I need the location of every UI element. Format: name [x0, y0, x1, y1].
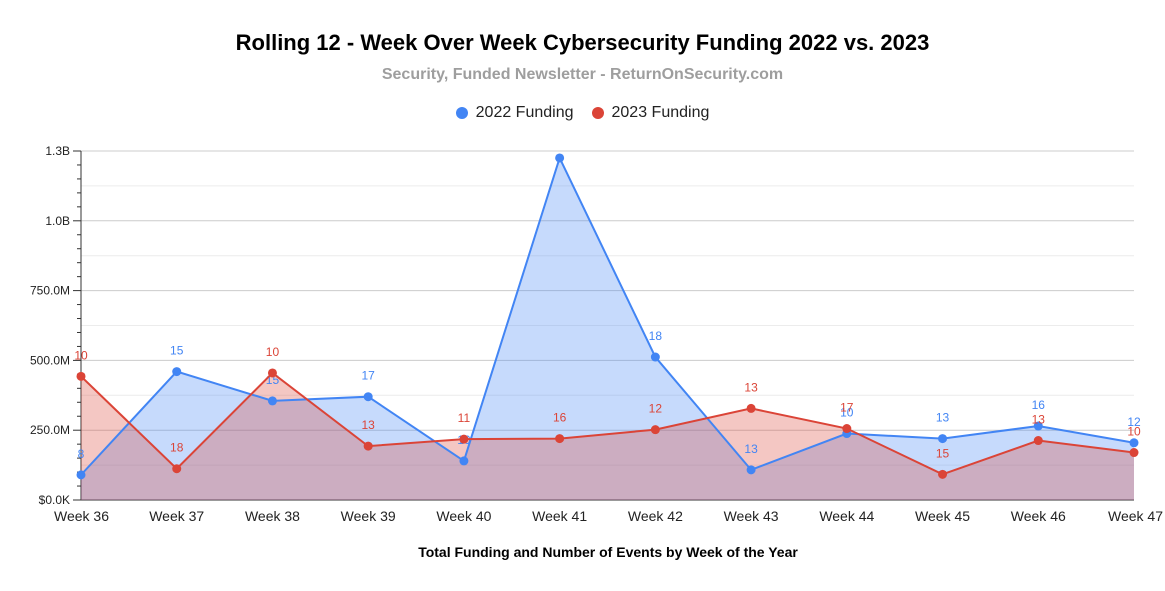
data-label: 13 — [1032, 413, 1046, 427]
legend-item-2022[interactable]: 2022 Funding — [455, 104, 574, 122]
data-point[interactable] — [650, 425, 660, 435]
x-tick-label: Week 45 — [915, 508, 970, 524]
data-label: 8 — [78, 447, 85, 461]
data-point[interactable] — [746, 403, 756, 413]
data-label: 11 — [458, 411, 471, 425]
data-point[interactable] — [1129, 448, 1139, 458]
y-tick-label: 1.0B — [45, 214, 70, 228]
data-point[interactable] — [172, 464, 182, 474]
chart-title: Rolling 12 - Week Over Week Cybersecurit… — [235, 30, 930, 55]
data-point[interactable] — [76, 371, 86, 381]
data-label: 13 — [936, 411, 950, 425]
chart-legend: 2022 Funding 2023 Funding — [0, 104, 1165, 122]
data-point[interactable] — [650, 352, 660, 362]
data-label: 10 — [1127, 425, 1141, 439]
data-label: 15 — [936, 446, 950, 460]
data-label: 13 — [744, 442, 758, 456]
data-point[interactable] — [938, 434, 948, 444]
series-line-0 — [80, 155, 1135, 476]
x-tick-label: Week 40 — [436, 508, 491, 524]
legend-marker-2022 — [455, 107, 468, 119]
x-tick-label: Week 43 — [724, 508, 779, 524]
data-point[interactable] — [459, 434, 469, 444]
chart-subtitle: Security, Funded Newsletter - ReturnOnSe… — [381, 66, 784, 83]
data-label: 10 — [840, 406, 854, 420]
data-label: 17 — [362, 369, 376, 383]
data-point[interactable] — [267, 396, 277, 406]
data-label: 16 — [1032, 398, 1046, 412]
data-label: 10 — [74, 348, 88, 362]
data-point[interactable] — [363, 392, 373, 402]
data-point[interactable] — [363, 441, 373, 451]
data-point[interactable] — [555, 434, 565, 444]
data-point[interactable] — [746, 465, 756, 475]
y-tick-label: 250.0M — [30, 423, 70, 437]
x-tick-label: Week 41 — [532, 508, 587, 524]
series-area-0 — [81, 157, 1134, 501]
x-tick-label: Week 37 — [149, 508, 204, 524]
x-tick-label: Week 44 — [819, 508, 874, 524]
data-label: 16 — [553, 411, 567, 425]
x-tick-label: Week 38 — [245, 508, 300, 524]
data-point[interactable] — [267, 368, 277, 378]
x-tick-label: Week 39 — [341, 508, 396, 524]
data-point[interactable] — [76, 470, 86, 480]
x-axis-title: Total Funding and Number of Events by We… — [418, 544, 798, 560]
data-label: 13 — [744, 380, 758, 394]
y-tick-label: $0.0K — [39, 493, 70, 507]
legend-label-2022: 2022 Funding — [475, 104, 574, 121]
x-tick-label: Week 47 — [1108, 508, 1163, 524]
data-point[interactable] — [1033, 436, 1043, 446]
data-label: 12 — [1127, 415, 1141, 429]
data-point[interactable] — [1129, 438, 1139, 448]
series-area-1 — [81, 372, 1134, 500]
data-point[interactable] — [459, 456, 469, 466]
data-label: 18 — [649, 329, 663, 343]
y-tick-label: 500.0M — [30, 353, 70, 367]
data-point[interactable] — [1033, 421, 1043, 431]
legend-label-2023: 2023 Funding — [611, 104, 710, 121]
data-label: 15 — [170, 344, 184, 358]
series-line-1 — [80, 371, 1135, 476]
x-tick-label: Week 46 — [1011, 508, 1066, 524]
data-label: 18 — [170, 441, 184, 455]
data-point[interactable] — [555, 153, 565, 163]
y-tick-label: 750.0M — [30, 284, 70, 298]
data-point[interactable] — [938, 469, 948, 479]
data-point[interactable] — [172, 367, 182, 377]
y-tick-label: 1.3B — [45, 144, 70, 158]
legend-item-2023[interactable]: 2023 Funding — [591, 104, 710, 122]
legend-marker-2023 — [591, 107, 604, 119]
data-point[interactable] — [842, 424, 852, 434]
data-label: 10 — [266, 345, 280, 359]
data-label: 17 — [840, 401, 854, 415]
data-label: 13 — [362, 418, 376, 432]
data-label: 12 — [649, 402, 663, 416]
x-tick-label: Week 42 — [628, 508, 683, 524]
x-tick-label: Week 36 — [54, 508, 109, 524]
